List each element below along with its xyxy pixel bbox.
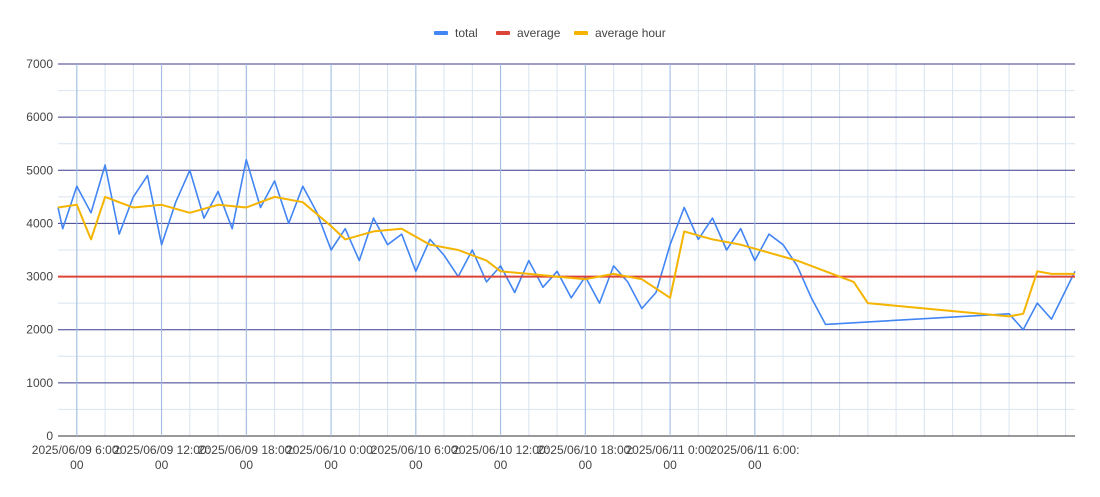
- x-tick-label-line2: 00: [409, 458, 423, 472]
- legend-label-average-hour: average hour: [595, 26, 666, 40]
- x-tick-label-line2: 00: [155, 458, 169, 472]
- x-tick-label-line2: 00: [240, 458, 254, 472]
- legend-label-average: average: [517, 26, 561, 40]
- y-tick-label: 1000: [26, 376, 53, 390]
- x-tick-label: 2025/06/11 6:00:: [710, 443, 799, 457]
- series-total-line: [57, 158, 1076, 331]
- x-tick-label-line2: 00: [663, 458, 677, 472]
- y-tick-label: 5000: [26, 163, 53, 177]
- x-tick-label: 2025/06/09 6:00:: [32, 443, 122, 457]
- legend-swatch-average: [496, 31, 510, 35]
- grid: [58, 63, 1075, 437]
- legend: total average average hour: [434, 26, 666, 40]
- x-tick-label: 2025/06/10 18:00:: [537, 443, 634, 457]
- x-tick-label: 2025/06/10 6:00:: [371, 443, 461, 457]
- x-tick-label-line2: 00: [70, 458, 84, 472]
- x-tick-label: 2025/06/10 0:00:: [286, 443, 376, 457]
- x-tick-label-line2: 00: [494, 458, 508, 472]
- series-layer: [57, 158, 1076, 331]
- y-tick-label: 7000: [26, 57, 53, 71]
- x-tick-label-line2: 00: [748, 458, 762, 472]
- y-tick-label: 0: [46, 429, 53, 443]
- legend-swatch-average-hour: [574, 31, 588, 35]
- legend-label-total: total: [455, 26, 478, 40]
- y-tick-label: 2000: [26, 323, 53, 337]
- x-tick-label-line2: 00: [579, 458, 593, 472]
- x-tick-label: 2025/06/10 12:00:: [452, 443, 549, 457]
- series-average-hour-line: [57, 195, 1075, 318]
- x-tick-label: 2025/06/09 18:00:: [198, 443, 295, 457]
- axes: 0 1000 2000 3000 4000 5000 6000 7000 2025/06/09 …: [26, 57, 799, 472]
- x-tick-label: 2025/06/11 0:00:: [625, 443, 714, 457]
- y-tick-label: 3000: [26, 270, 53, 284]
- y-tick-label: 4000: [26, 216, 53, 230]
- x-tick-label-line2: 00: [324, 458, 338, 472]
- x-tick-label: 2025/06/09 12:00:: [113, 443, 210, 457]
- legend-swatch-total: [434, 31, 448, 35]
- y-tick-label: 6000: [26, 110, 53, 124]
